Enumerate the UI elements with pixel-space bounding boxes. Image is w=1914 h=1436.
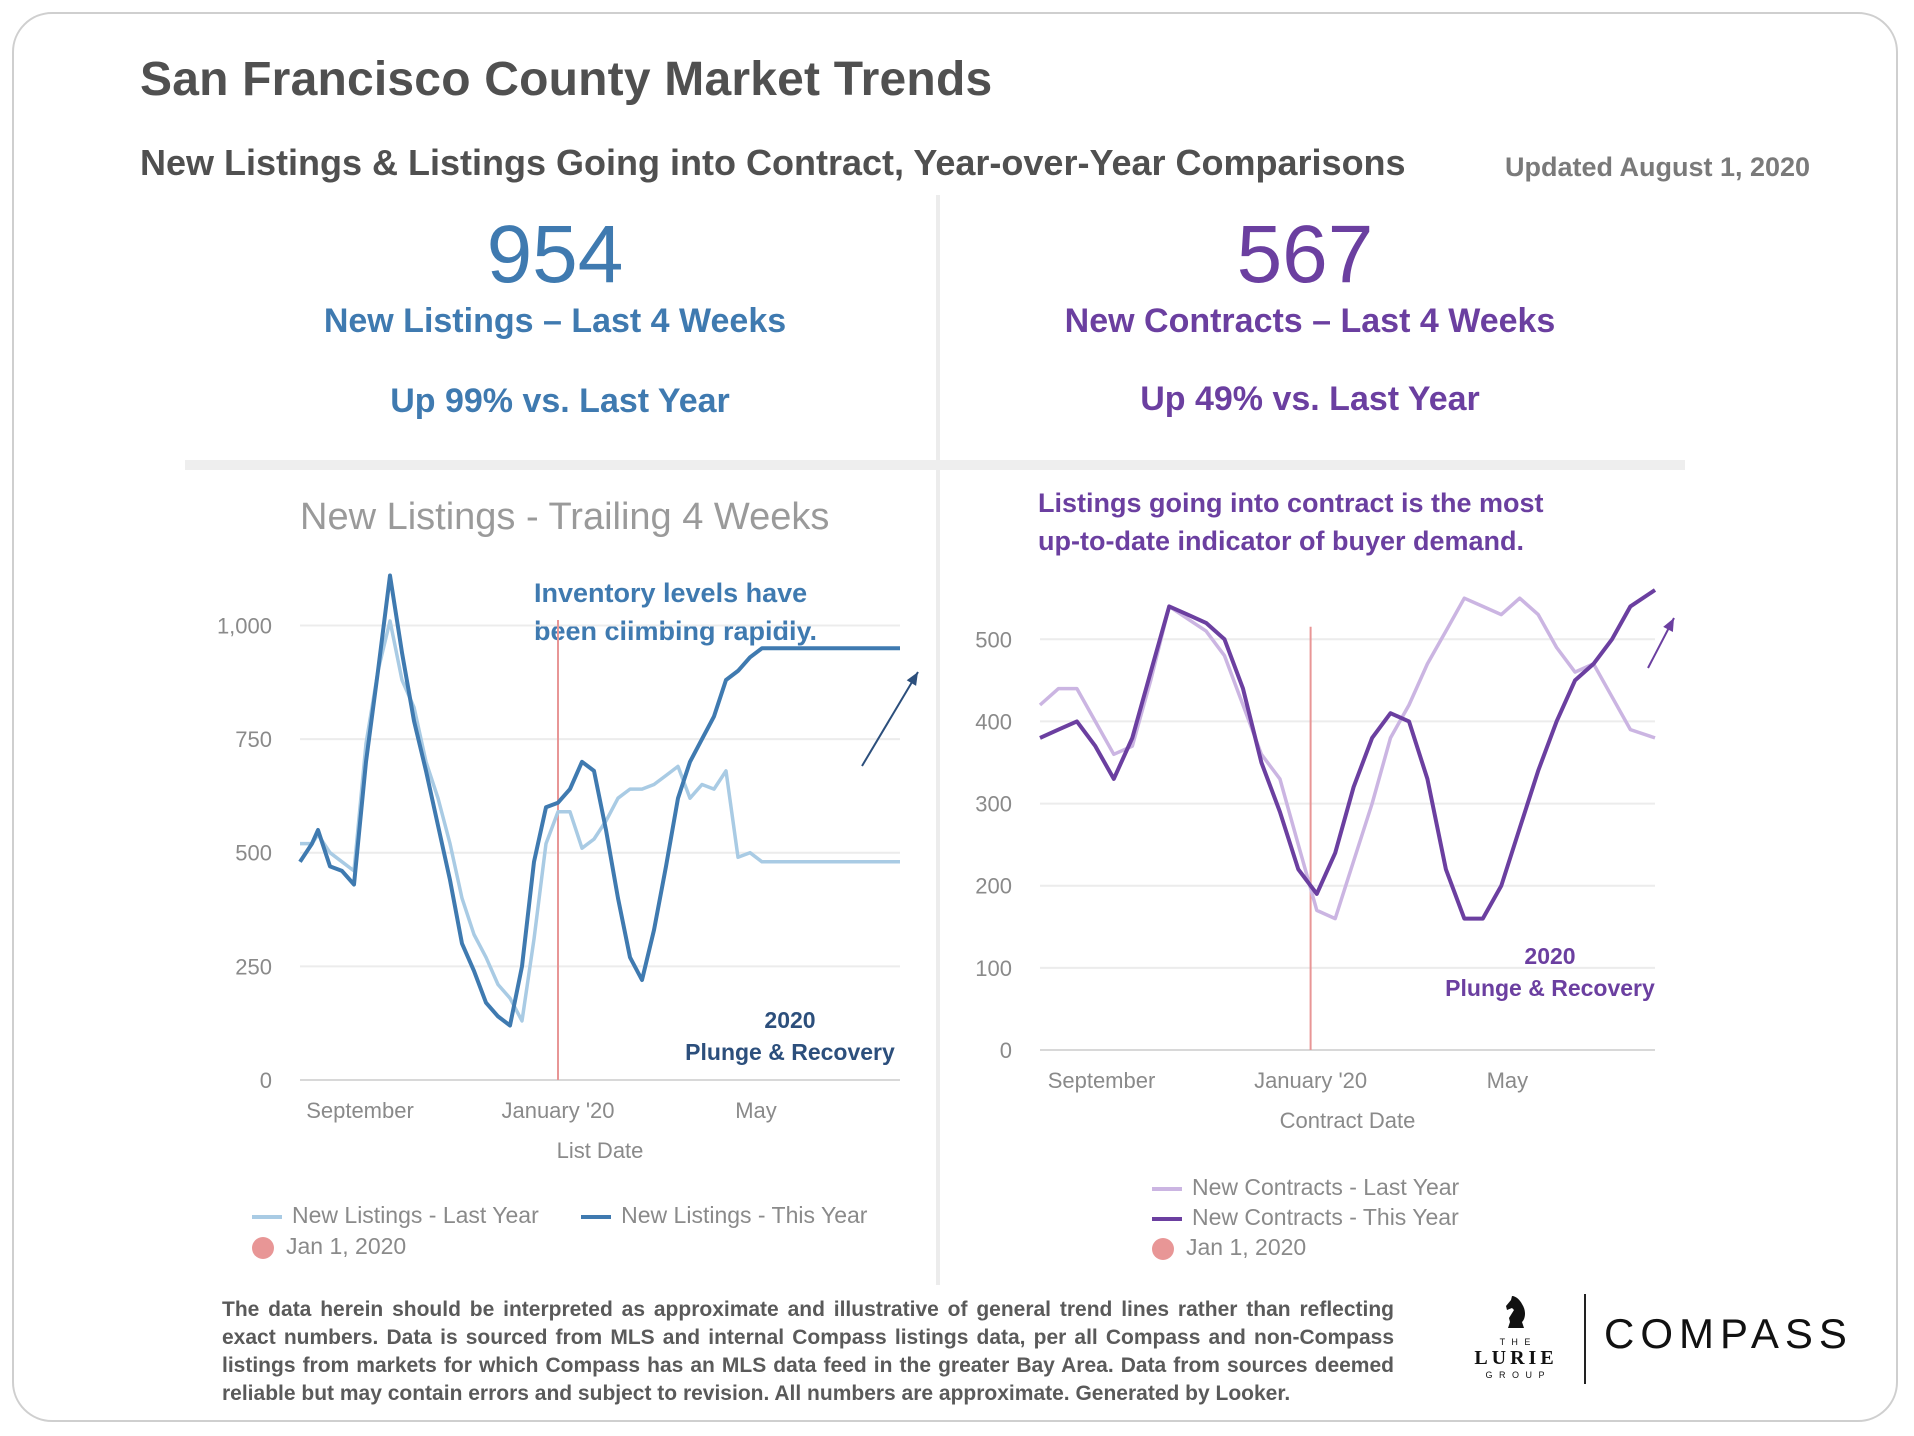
contracts-y-tick-label: 400	[975, 709, 1012, 734]
contracts-y-tick-label: 200	[975, 874, 1012, 899]
contracts-y-tick-label: 500	[975, 627, 1012, 652]
legend-listings-this: New Listings - This Year	[621, 1202, 868, 1228]
listings-legend-row: New Listings - Last Year New Listings - …	[252, 1202, 867, 1229]
listings-legend-marker-row: Jan 1, 2020	[252, 1233, 867, 1260]
updated-date: Updated August 1, 2020	[1505, 152, 1811, 182]
contracts-plunge-text: Plunge & Recovery	[1445, 975, 1655, 1001]
listings-y-tick-label: 1,000	[217, 613, 272, 638]
contracts-label: New Contracts – Last 4 Weeks	[1064, 302, 1556, 340]
contracts-legend: New Contracts - Last Year New Contracts …	[1152, 1172, 1459, 1262]
contracts-legend-row3: Jan 1, 2020	[1152, 1232, 1459, 1262]
listings-series-line-last-year	[300, 619, 900, 1023]
listings-x-tick-label: May	[735, 1098, 777, 1123]
panel-divider-horizontal	[185, 460, 1685, 470]
listings-series-line-this-year	[298, 573, 900, 1028]
contracts-annotation-line2: up-to-date indicator of buyer demand.	[1038, 526, 1525, 556]
listings-plunge-note: 2020 Plunge & Recovery	[680, 1004, 900, 1068]
listings-annotation-line2: been climbing rapidly.	[534, 616, 818, 646]
contracts-series-line-last-year	[1038, 596, 1656, 921]
listings-annotation-line1: Inventory levels have	[534, 578, 808, 608]
contracts-count: 567	[1236, 209, 1374, 300]
contracts-change: Up 49% vs. Last Year	[1140, 380, 1480, 418]
contracts-trend-arrow-head	[1663, 618, 1674, 632]
listings-chart: 0 250 500 750 1,000 September January '20 May Li…	[217, 573, 919, 1163]
contracts-y-tick-label: 100	[975, 956, 1012, 981]
legend-contracts-last: New Contracts - Last Year	[1192, 1174, 1460, 1200]
listings-chart-title: New Listings - Trailing 4 Weeks	[300, 496, 830, 538]
legend-listings-last: New Listings - Last Year	[292, 1202, 539, 1228]
contracts-x-tick-label: May	[1487, 1068, 1529, 1093]
legend-swatch-contracts-last	[1152, 1186, 1182, 1191]
contracts-legend-row1: New Contracts - Last Year	[1152, 1172, 1459, 1202]
listings-legend: New Listings - Last Year New Listings - …	[252, 1202, 867, 1260]
disclaimer: The data herein should be interpreted as…	[222, 1298, 1394, 1405]
listings-x-tick-label: January '20	[501, 1098, 614, 1123]
listings-label: New Listings – Last 4 Weeks	[323, 302, 787, 340]
contracts-chart: 0 100 200 300 400 500 September January '20 May C…	[975, 588, 1675, 1133]
legend-swatch-listings-last	[252, 1214, 282, 1219]
contracts-legend-row2: New Contracts - This Year	[1152, 1202, 1459, 1232]
listings-count: 954	[486, 209, 624, 300]
listings-plunge-text: Plunge & Recovery	[685, 1039, 895, 1065]
lurie-name: LURIE	[1474, 1347, 1558, 1369]
report-card	[12, 12, 1898, 1422]
contracts-x-tick-label: September	[1048, 1068, 1156, 1093]
legend-contracts-this: New Contracts - This Year	[1192, 1204, 1459, 1230]
lurie-the: T H E	[1499, 1337, 1533, 1347]
contracts-plunge-year: 2020	[1524, 943, 1576, 969]
contracts-x-axis-label: Contract Date	[1280, 1108, 1416, 1133]
page-title: San Francisco County Market Trends	[140, 53, 993, 106]
legend-swatch-contracts-this	[1152, 1216, 1182, 1221]
listings-trend-arrow-head	[906, 672, 918, 686]
contracts-series-line-this-year	[1039, 588, 1657, 921]
legend-jan-dot-2	[1152, 1237, 1174, 1260]
listings-y-tick-label: 500	[235, 841, 272, 866]
lurie-group-logo: T H E LURIE G R O U P	[1466, 1292, 1566, 1380]
listings-x-axis-label: List Date	[557, 1138, 644, 1163]
listings-plunge-year: 2020	[764, 1007, 816, 1033]
listings-y-tick-label: 0	[260, 1068, 272, 1093]
lurie-group: G R O U P	[1485, 1370, 1547, 1380]
legend-jan-label: Jan 1, 2020	[286, 1233, 407, 1259]
contracts-annotation: Listings going into contract is the most…	[1038, 484, 1544, 560]
listings-change: Up 99% vs. Last Year	[390, 382, 730, 420]
legend-swatch-listings-this	[581, 1214, 612, 1219]
listings-y-tick-label: 250	[235, 954, 272, 979]
listings-trend-arrow	[861, 671, 919, 767]
contracts-y-tick-label: 0	[1000, 1038, 1012, 1063]
contracts-annotation-line1: Listings going into contract is the most	[1038, 488, 1544, 518]
listings-y-tick-label: 750	[235, 727, 272, 752]
listings-annotation: Inventory levels have been climbing rapi…	[534, 574, 817, 650]
compass-logo: COMPASS	[1604, 1310, 1853, 1357]
listings-x-tick-label: September	[306, 1098, 414, 1123]
logo-separator	[1584, 1294, 1586, 1384]
contracts-plunge-note: 2020 Plunge & Recovery	[1440, 940, 1660, 1004]
panel-divider-vertical	[936, 195, 940, 1285]
legend-jan-dot	[252, 1236, 274, 1259]
legend-jan-label-2: Jan 1, 2020	[1186, 1234, 1307, 1260]
contracts-y-tick-label: 300	[975, 792, 1012, 817]
contracts-x-tick-label: January '20	[1254, 1068, 1367, 1093]
chess-knight-icon	[1506, 1296, 1525, 1328]
page-subtitle: New Listings & Listings Going into Contr…	[140, 142, 1406, 183]
